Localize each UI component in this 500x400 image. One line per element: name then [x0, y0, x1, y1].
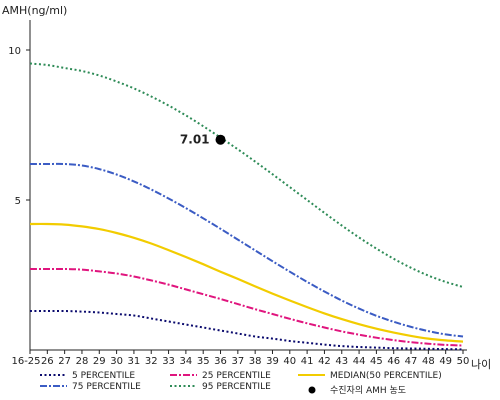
legend-label: 95 PERCENTILE: [202, 382, 271, 392]
x-tick-label: 29: [93, 356, 106, 367]
x-tick-label: 44: [353, 356, 366, 367]
patient-point-layer: 7.01: [180, 133, 226, 147]
x-tick-label: 47: [405, 356, 418, 367]
x-tick-label: 33: [162, 356, 175, 367]
legend-label: 25 PERCENTILE: [202, 371, 271, 381]
legend-label: MEDIAN(50 PERCENTILE): [330, 371, 442, 381]
x-tick-label: 31: [128, 356, 141, 367]
legend-label: 75 PERCENTILE: [72, 382, 141, 392]
legend-label: 수진자의 AMH 농도: [330, 385, 406, 396]
x-tick-label: 36: [214, 356, 227, 367]
axes: 5 10 16-25 26 27 28 29 30 31 32 33 34 35 36 37 38 39 40 41…: [8, 20, 469, 367]
x-tick-label: 42: [318, 356, 331, 367]
series-layer: [29, 62, 464, 351]
x-tick-label: 38: [249, 356, 262, 367]
x-tick-label: 39: [266, 356, 279, 367]
x-tick-label: 45: [370, 356, 383, 367]
x-tick-label: 41: [301, 356, 314, 367]
legend: 5 PERCENTILE 25 PERCENTILE MEDIAN(50 PERCE…: [40, 371, 442, 396]
series-line-75-percentile: [30, 162, 464, 338]
patient-point-marker: [215, 134, 226, 145]
x-tick-label: 43: [335, 356, 348, 367]
legend-patient-marker: [308, 386, 316, 394]
y-tick-label: 10: [8, 46, 21, 57]
x-tick-label: 26: [41, 356, 54, 367]
y-tick-label: 5: [15, 196, 21, 207]
series-line-5-percentile: [30, 309, 464, 351]
x-tick-label: 49: [439, 356, 452, 367]
series-line-25-percentile: [30, 267, 464, 347]
legend-label: 5 PERCENTILE: [72, 371, 135, 381]
x-tick-label: 40: [283, 356, 296, 367]
x-tick-label: 37: [231, 356, 244, 367]
x-tick-label: 34: [180, 356, 193, 367]
x-tick-label: 27: [58, 356, 71, 367]
x-tick-label: 32: [145, 356, 158, 367]
x-tick-label: 50: [457, 356, 470, 367]
x-tick-label: 48: [422, 356, 435, 367]
x-tick-label: 46: [387, 356, 400, 367]
series-line-95-percentile: [29, 62, 464, 288]
x-tick-label: 28: [76, 356, 89, 367]
series-line-median-50-percentile: [29, 222, 464, 343]
x-tick-label: 35: [197, 356, 210, 367]
patient-point-label: 7.01: [180, 133, 210, 147]
x-tick-label: 16-25: [11, 356, 40, 367]
y-axis-title: AMH(ng/ml): [2, 4, 67, 17]
x-axis-title: 나이: [471, 358, 491, 371]
x-tick-label: 30: [110, 356, 123, 367]
